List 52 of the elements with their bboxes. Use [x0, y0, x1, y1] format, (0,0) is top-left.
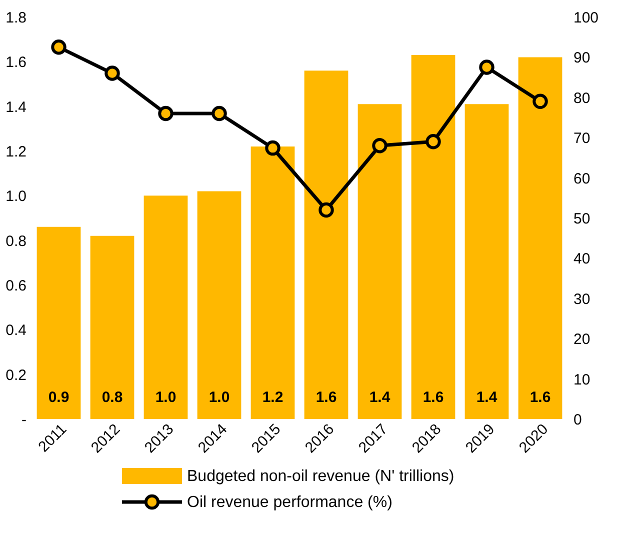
- data-label: 1.6: [422, 389, 444, 406]
- bar: [90, 236, 134, 419]
- y-tick-label: 1.6: [6, 54, 26, 72]
- y-tick-label: 1.4: [6, 98, 26, 116]
- y-tick-label: -: [22, 412, 26, 428]
- y-tick-label: 0.2: [6, 366, 26, 384]
- data-label: 0.9: [48, 389, 70, 406]
- y2-tick-label: 80: [574, 90, 590, 107]
- data-label: 1.4: [476, 389, 498, 406]
- data-label: 1.4: [369, 389, 391, 406]
- bar: [36, 226, 81, 419]
- point: [265, 140, 280, 156]
- bar: [518, 57, 562, 419]
- bar: [197, 191, 242, 419]
- data-label: 0.8: [102, 389, 123, 406]
- y2-tick-label: 60: [574, 170, 590, 188]
- bar: [464, 104, 509, 419]
- y-tick-label: 1.2: [6, 144, 26, 160]
- bar: [411, 54, 456, 419]
- y2-tick-label: 70: [574, 130, 590, 148]
- point: [532, 94, 548, 110]
- y-tick-label: 1.8: [6, 10, 26, 26]
- y2-tick-label: 100: [574, 10, 599, 26]
- bar: [358, 104, 402, 419]
- point: [104, 66, 120, 81]
- point: [212, 106, 227, 122]
- legend-label: Oil revenue performance (%): [187, 494, 392, 511]
- data-label: 1.2: [262, 389, 284, 406]
- y-tick-label: 0.6: [6, 278, 26, 294]
- point: [372, 138, 388, 154]
- data-label: 1.6: [530, 389, 551, 406]
- y-tick-label: 1.0: [6, 188, 26, 206]
- y2-tick-label: 0: [574, 412, 582, 428]
- bar: [304, 70, 348, 419]
- point: [318, 202, 334, 218]
- point: [479, 60, 494, 75]
- point: [51, 40, 66, 55]
- legend-label: Budgeted non-oil revenue (N' trillions): [187, 468, 454, 485]
- y-tick-label: 0.8: [6, 232, 26, 250]
- y2-tick-label: 50: [574, 210, 590, 228]
- y2-tick-label: 10: [574, 371, 590, 388]
- y-tick-label: 0.4: [6, 322, 26, 340]
- y2-tick-label: 90: [574, 50, 590, 67]
- y2-tick-label: 40: [574, 250, 590, 268]
- data-label: 1.6: [316, 389, 337, 406]
- y2-tick-label: 30: [574, 290, 590, 308]
- point: [158, 106, 174, 122]
- y2-tick-label: 20: [574, 331, 590, 348]
- data-label: 1.0: [208, 389, 230, 406]
- bar: [144, 196, 188, 419]
- data-label: 1.0: [155, 389, 176, 406]
- point: [426, 134, 441, 150]
